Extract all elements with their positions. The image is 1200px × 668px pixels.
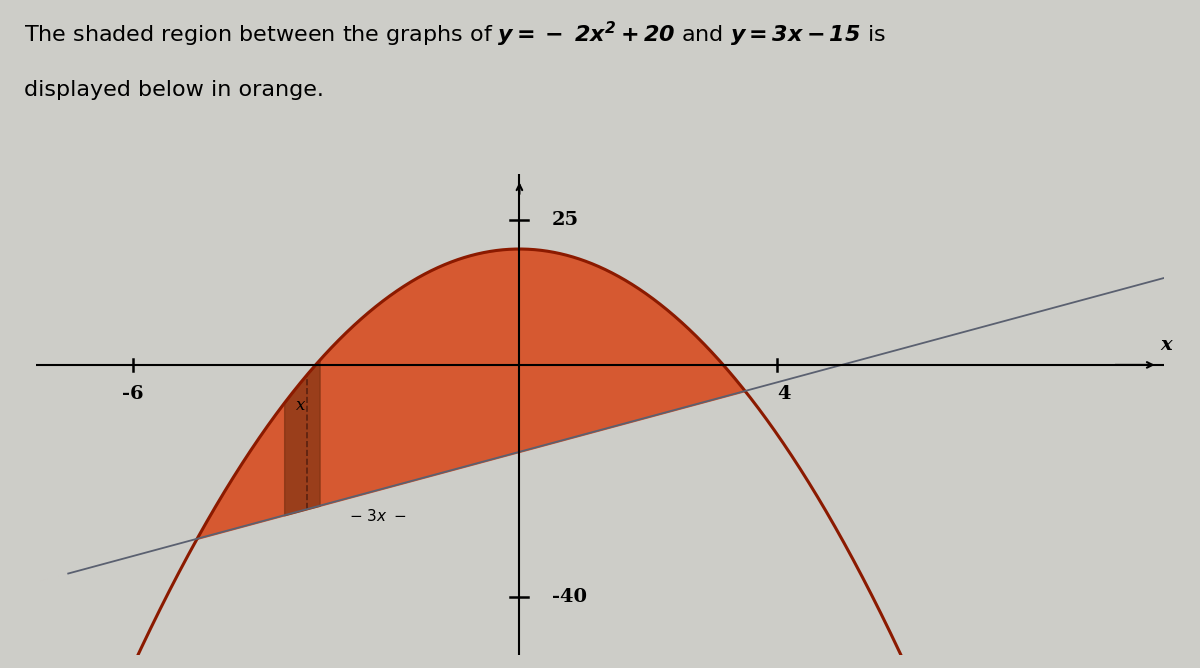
Text: The shaded region between the graphs of $\bfit{y} = -\ 2\bfit{x}^2 + 20$ and $\b: The shaded region between the graphs of … bbox=[24, 20, 886, 49]
Text: -6: -6 bbox=[122, 385, 144, 403]
Text: 4: 4 bbox=[776, 385, 791, 403]
Text: displayed below in orange.: displayed below in orange. bbox=[24, 80, 324, 100]
Text: x: x bbox=[1160, 337, 1172, 355]
Text: x: x bbox=[295, 397, 305, 413]
Text: -40: -40 bbox=[552, 588, 587, 606]
Text: 25: 25 bbox=[552, 211, 578, 229]
Text: $-\ 3x\ -$: $-\ 3x\ -$ bbox=[349, 508, 407, 524]
